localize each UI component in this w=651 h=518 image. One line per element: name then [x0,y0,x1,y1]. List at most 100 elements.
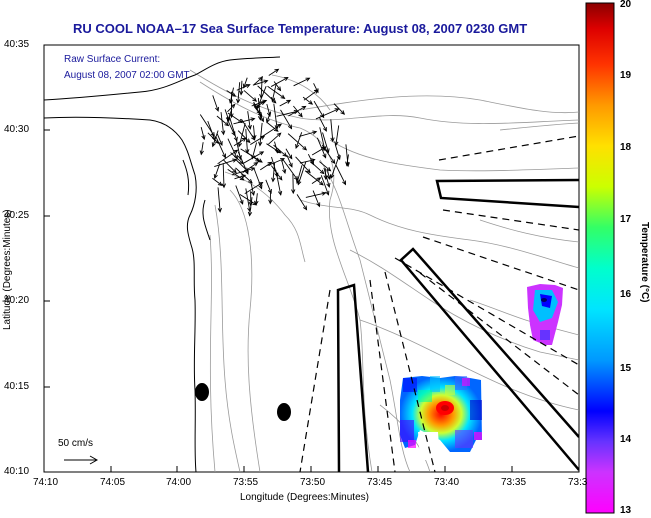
current-vector [330,154,340,179]
current-vector [214,159,237,168]
current-vector [235,185,244,205]
current-vector-head [258,141,263,147]
x-tick: 74:10 [33,477,59,488]
current-vector [222,163,225,188]
x-tick: 74:00 [166,477,192,488]
current-vector-head [274,172,279,178]
current-vector [345,144,349,167]
surface-current-vectors [199,68,350,217]
dashed-boundary-lines [299,135,579,472]
current-vector-head [323,175,328,181]
current-vector-head [287,124,293,130]
current-vector-head [322,146,327,152]
current-vector [252,80,268,86]
current-vector-head [301,105,307,110]
bathymetry-contours [189,69,579,472]
current-vector-head [229,113,234,119]
current-vector-head [245,84,251,89]
colorbar-tick: 18 [620,142,632,153]
current-vector [333,103,345,115]
current-vector [259,122,263,146]
current-label-line2: August 08, 2007 02:00 GMT [64,70,190,81]
colorbar [585,2,615,514]
current-vector [330,119,334,142]
current-vector-head [326,182,331,188]
current-vector-head [273,127,279,132]
current-vector [288,106,306,117]
current-vector-head [298,112,303,118]
current-vector-head [221,183,227,189]
current-vector-head [241,174,247,179]
current-vector [282,158,298,181]
current-vector-head [244,169,249,175]
coastline [44,56,281,472]
colorbar-tick: 13 [620,505,632,516]
current-vector [324,168,327,180]
current-vector [279,99,291,107]
current-vector-head [222,153,226,159]
current-vector [313,100,325,118]
current-vector [257,85,277,104]
current-vector-head [288,154,293,160]
current-vector-head [265,118,270,124]
current-vector [237,130,251,143]
current-vector [253,106,263,117]
current-vector-head [210,132,215,137]
current-vector-head [258,184,263,190]
current-vector-head [336,155,341,161]
current-vector [207,120,216,141]
current-vector [243,151,264,164]
current-vector [296,165,303,184]
current-vector-head [302,145,308,151]
current-vector [229,87,234,103]
current-vector-head [218,141,223,147]
current-vector-head [199,150,204,156]
current-vector [255,101,265,108]
current-vector [276,110,298,117]
current-vector-head [278,175,283,181]
current-vector-head [233,136,238,142]
current-vector [312,190,320,207]
y-tick: 40:10 [4,466,30,477]
current-vector-head [286,99,292,104]
current-vector-head [305,77,311,82]
current-vector [214,163,221,179]
current-vector-head [302,205,308,211]
current-vector-head [277,190,283,196]
current-vector-head [217,207,222,213]
current-vector-head [236,98,241,104]
current-vector-head [226,117,231,123]
current-vector [199,114,215,137]
colorbar-tick: 20 [620,0,632,10]
current-vector [217,149,238,165]
map-title-text: RU COOL NOAA–17 Sea Surface Temperature:… [73,21,528,36]
current-vector-head [326,166,332,172]
x-tick: 73:40 [434,477,460,488]
current-vector-head [228,98,234,104]
current-vector-head [306,168,311,174]
current-vector [253,125,256,139]
current-vector [207,132,219,144]
current-vector-head [342,180,347,186]
current-vector [253,167,263,189]
current-vector-head [233,149,239,154]
current-vector-head [232,168,237,174]
current-vector-head [232,158,238,163]
current-vector-head [340,110,346,115]
current-vector-head [276,86,282,92]
x-tick: 73:35 [501,477,527,488]
current-vector [220,112,225,135]
current-vector-head [233,154,238,160]
current-vector [295,132,303,149]
current-vector [293,77,310,87]
current-vector [266,122,279,132]
current-vector [313,83,319,93]
current-vector-head [257,158,263,163]
current-vector-head [250,117,256,122]
current-vector [255,193,258,205]
current-vector [295,156,311,173]
y-tick: 40:15 [4,381,30,392]
current-vector-head [239,159,245,165]
y-tick: 40:25 [4,210,30,221]
current-vector-head [310,158,316,163]
